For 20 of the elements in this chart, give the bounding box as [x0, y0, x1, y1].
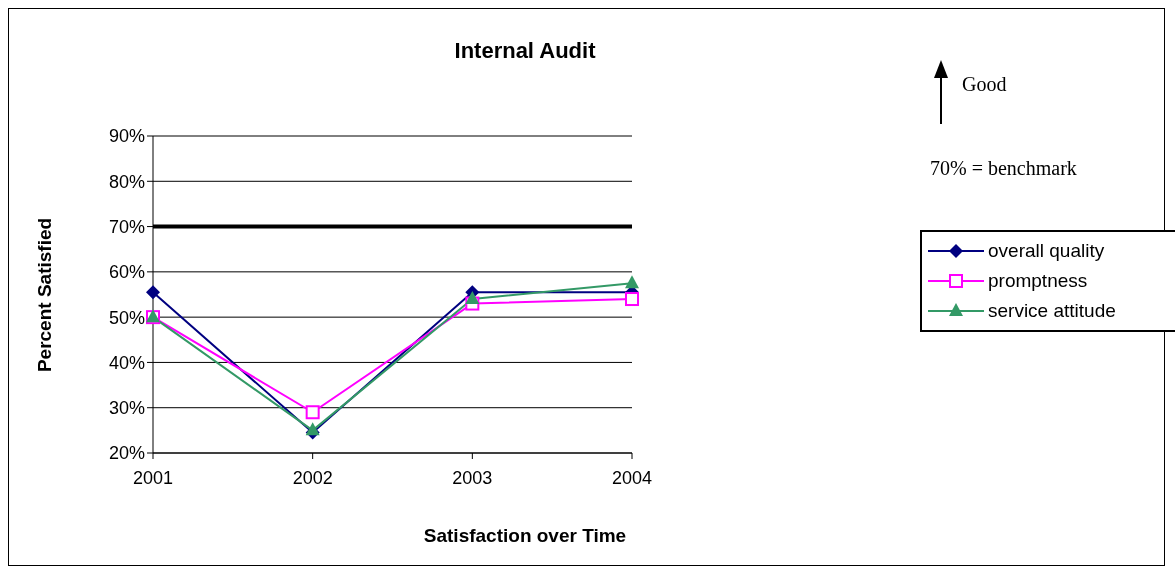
y-tick-label: 20%: [108, 443, 145, 464]
x-axis-title: Satisfaction over Time: [422, 525, 628, 547]
text: 70% = benchmark: [930, 157, 1077, 180]
text: Good: [962, 73, 1007, 96]
y-tick-label: 40%: [108, 352, 145, 373]
chart-title: Internal Audit: [453, 38, 597, 64]
legend-label: overall quality: [988, 240, 1105, 262]
legend-label: promptness: [988, 270, 1088, 292]
x-tick-label: 2004: [611, 467, 653, 488]
y-tick-label: 30%: [108, 398, 145, 419]
y-tick-label: 70%: [108, 216, 145, 237]
y-tick-label: 60%: [108, 262, 145, 283]
x-tick-label: 2001: [132, 467, 174, 488]
legend-label: service attitude: [988, 300, 1116, 322]
y-tick-label: 80%: [108, 171, 145, 192]
y-tick-label: 90%: [108, 126, 145, 147]
x-tick-label: 2002: [292, 467, 333, 488]
y-tick-label: 50%: [108, 307, 145, 328]
y-axis-title: Percent Satisfied: [34, 217, 56, 373]
x-tick-label: 2003: [452, 467, 493, 488]
